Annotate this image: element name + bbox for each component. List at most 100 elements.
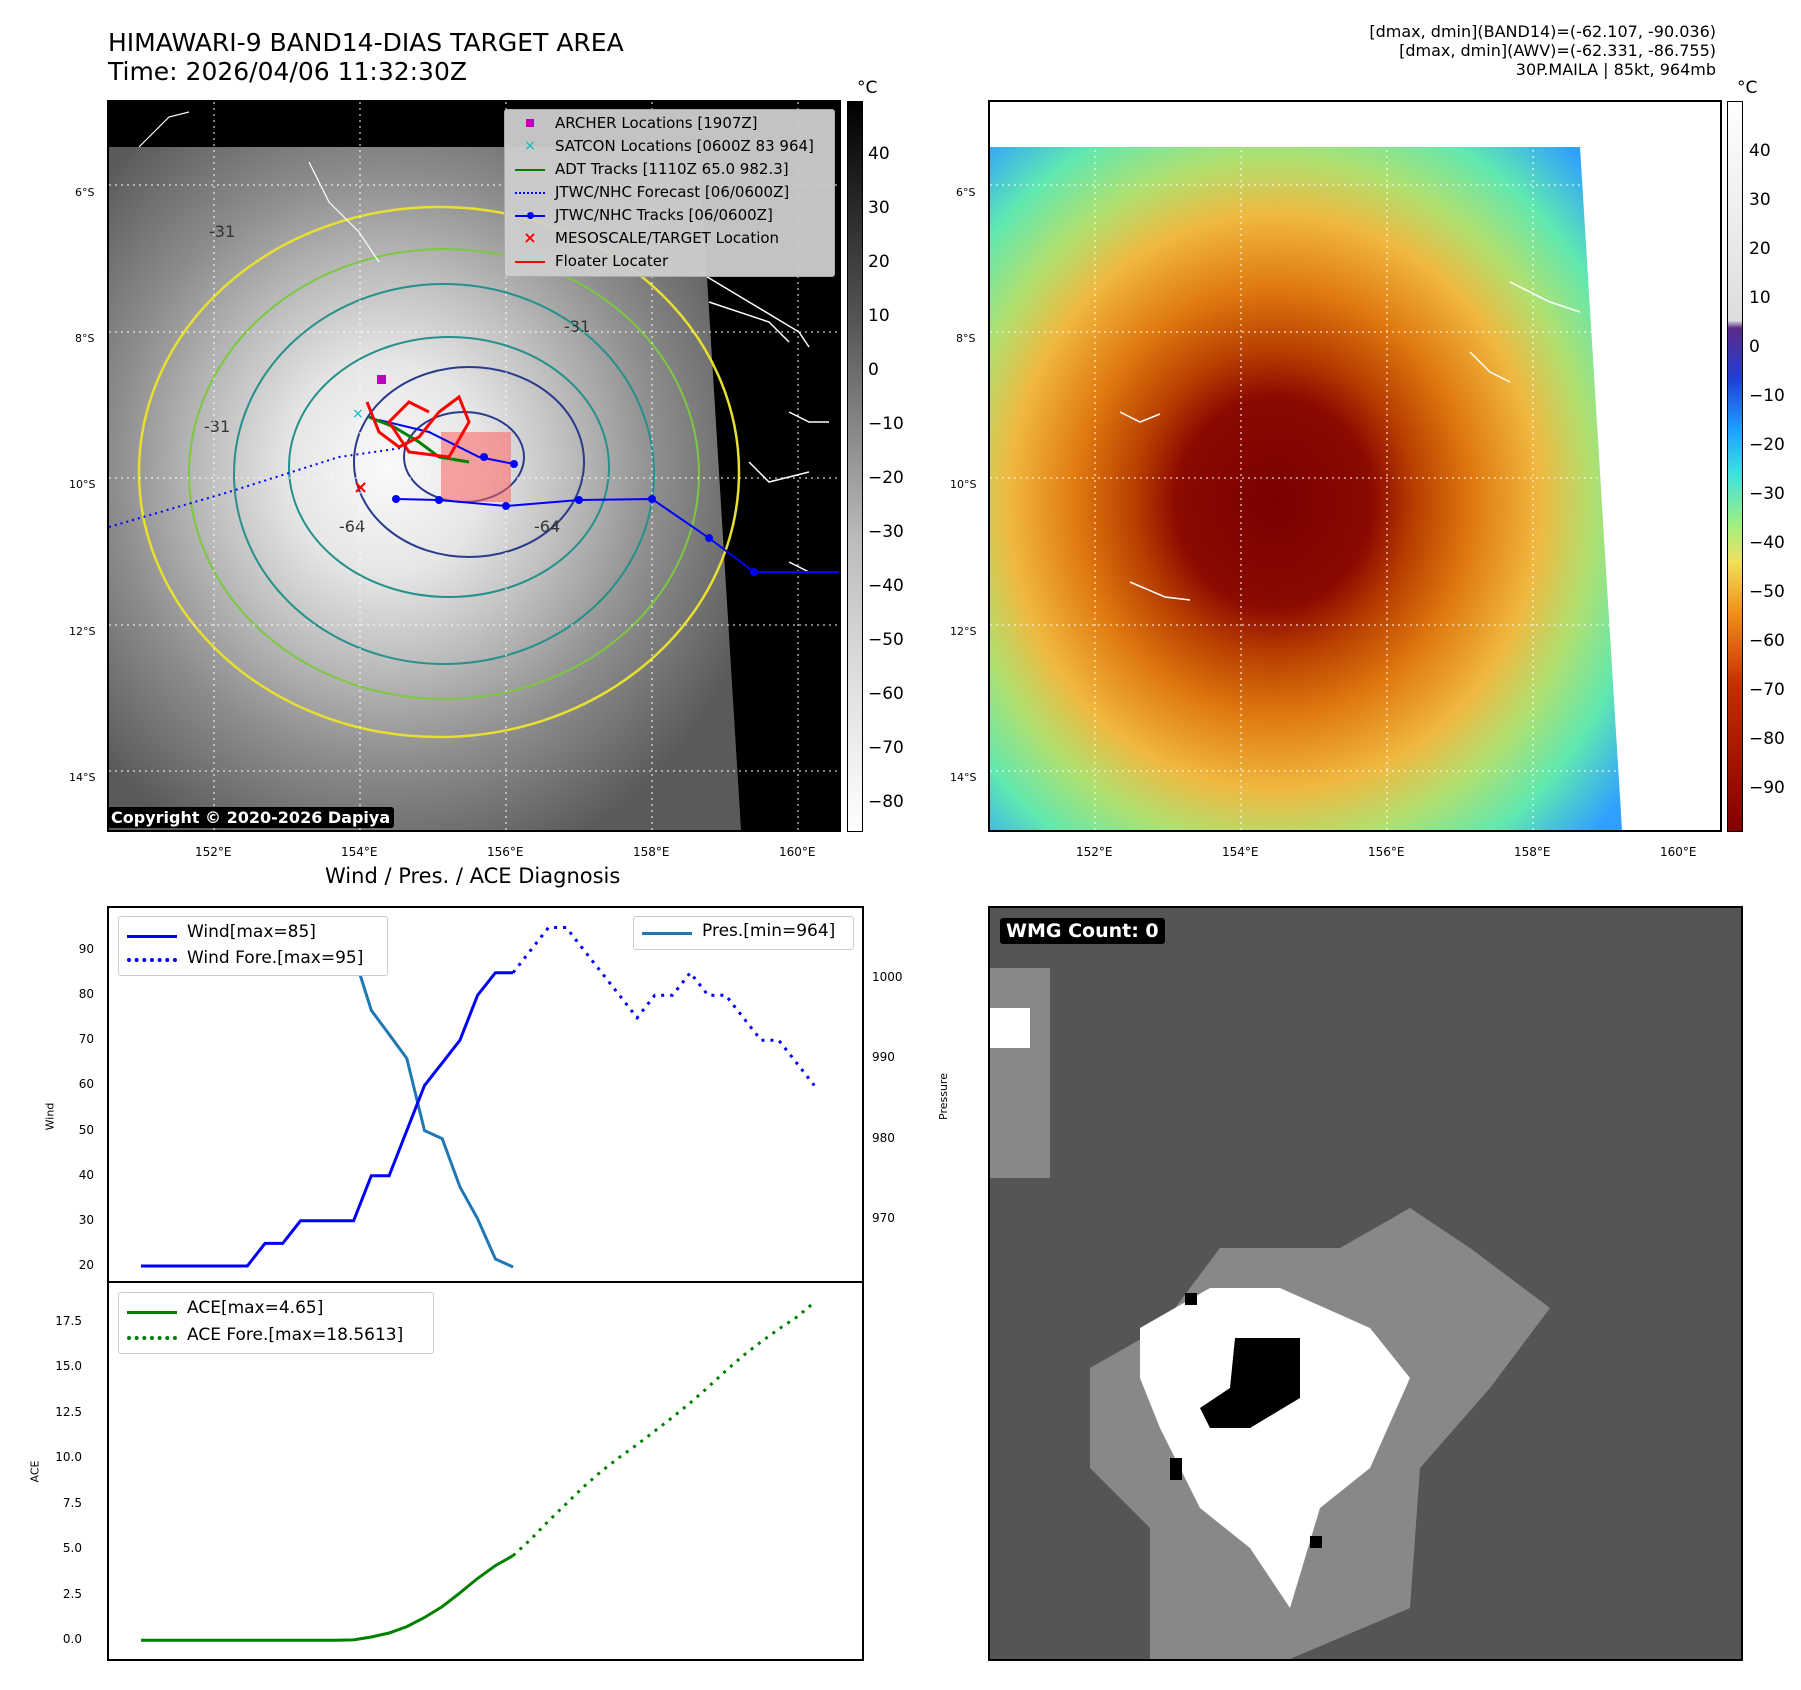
solid-line-icon — [127, 1311, 177, 1314]
lat-label: 12°S — [69, 625, 96, 638]
wmg-pixel-black — [1310, 1536, 1322, 1548]
adt-track-line — [368, 415, 470, 464]
jtwc-track-line — [395, 497, 839, 573]
wind-axis-tick-label: 80 — [78, 987, 94, 1002]
dotted-line-icon — [127, 1336, 177, 1340]
lon-label: 156°E — [487, 845, 524, 859]
lon-label: 152°E — [195, 845, 232, 859]
gray-colorbar-tick-label: −80 — [868, 792, 904, 812]
gray-colorbar-tick-label: 30 — [868, 198, 890, 218]
lat-label: 10°S — [950, 478, 977, 491]
lon-label: 158°E — [1514, 845, 1551, 859]
gray-colorbar-tick-label: −10 — [868, 414, 904, 434]
contour-teal-inner — [288, 336, 610, 598]
wind-fore-legend-label: Wind Fore.[max=95] — [187, 948, 364, 968]
gray-colorbar — [847, 101, 863, 832]
ace-axis-label: ACE — [28, 1460, 42, 1483]
pressure-axis-tick-label: 970 — [872, 1210, 895, 1225]
map-gridlines — [990, 102, 1720, 830]
color-colorbar-tick-label: 0 — [1749, 337, 1760, 357]
gray-colorbar-tick-label: −70 — [868, 738, 904, 758]
lon-label: 156°E — [1368, 845, 1405, 859]
contour-label: -64 — [339, 517, 365, 536]
gray-colorbar-tick-label: −50 — [868, 630, 904, 650]
pressure-legend-label: Pres.[min=964] — [702, 921, 836, 941]
wmg-pixel-black — [1185, 1293, 1197, 1305]
gray-colorbar-tick-label: 0 — [868, 360, 879, 380]
floater-locater-line — [365, 394, 471, 459]
pressure-axis-tick-label: 1000 — [872, 970, 903, 985]
contour-label: -31 — [564, 317, 590, 336]
gray-colorbar-tick-label: −60 — [868, 684, 904, 704]
contour-label: -64 — [534, 517, 560, 536]
wmg-region-white — [990, 1008, 1030, 1048]
ace-axis-tick-label: 15.0 — [55, 1359, 82, 1374]
wmg-region-gray — [990, 968, 1050, 1178]
color-colorbar-tick-label: −70 — [1749, 680, 1785, 700]
lat-label: 6°S — [956, 186, 976, 199]
color-colorbar-tick-label: 40 — [1749, 141, 1771, 161]
color-colorbar-tick-label: 10 — [1749, 288, 1771, 308]
lat-label: 10°S — [69, 478, 96, 491]
contour-navy — [353, 366, 585, 558]
copyright-label: Copyright © 2020-2026 Dapiya — [107, 807, 395, 828]
band14-range: [dmax, dmin](BAND14)=(-62.107, -90.036) — [1369, 22, 1716, 41]
jtwc-track-points — [392, 453, 758, 576]
lon-label: 152°E — [1076, 845, 1113, 859]
wmg-region-white — [1140, 1288, 1410, 1608]
pressure-legend: Pres.[min=964] — [633, 916, 854, 950]
color-colorbar-tick-label: −50 — [1749, 582, 1785, 602]
wind-legend-label: Wind[max=85] — [187, 922, 316, 942]
figure-title-line1: HIMAWARI-9 BAND14-DIAS TARGET AREA — [108, 28, 624, 57]
color-satellite-swath — [990, 147, 1622, 830]
wind-axis-tick-label: 60 — [78, 1077, 94, 1092]
wind-axis-tick-label: 70 — [78, 1032, 94, 1047]
lon-label: 160°E — [1660, 845, 1697, 859]
lon-label: 160°E — [779, 845, 816, 859]
dotted-line-icon — [127, 958, 177, 962]
coastline — [138, 111, 380, 263]
solid-line-icon — [642, 932, 692, 935]
wind-axis-tick-label: 50 — [78, 1122, 94, 1137]
pressure-axis-tick-label: 990 — [872, 1050, 895, 1065]
ace-axis-tick-label: 2.5 — [62, 1586, 82, 1601]
wind-legend: Wind[max=85] Wind Fore.[max=95] — [118, 916, 388, 976]
ace-axis-tick-label: 12.5 — [55, 1404, 82, 1419]
contour-teal — [233, 283, 655, 665]
square-icon — [513, 114, 547, 132]
pressure-axis-tick-label: 980 — [872, 1130, 895, 1145]
cross-icon: × — [523, 228, 537, 247]
gray-colorbar-tick-label: 10 — [868, 306, 890, 326]
ace-legend-label: ACE[max=4.65] — [187, 1298, 324, 1318]
color-colorbar-tick-label: 20 — [1749, 239, 1771, 259]
forecast-series-line — [512, 1301, 816, 1557]
wind-axis-tick-label: 40 — [78, 1167, 94, 1182]
lon-label: 154°E — [341, 845, 378, 859]
colorbar-unit: °C — [1737, 78, 1758, 98]
color-colorbar-tick-label: −20 — [1749, 435, 1785, 455]
ir-map-svg: -31 -64 -31 -31 -64 — [109, 102, 839, 830]
ir-map-panel: -31 -64 -31 -31 -64 — [107, 100, 841, 832]
line-dot-icon — [513, 206, 547, 224]
ace-axis-tick-label: 0.0 — [62, 1632, 82, 1647]
lon-label: 154°E — [1222, 845, 1259, 859]
map-legend: ARCHER Locations [1907Z] × SATCON Locati… — [504, 109, 835, 277]
contour-label: -31 — [209, 222, 235, 241]
cross-icon: × — [524, 138, 536, 154]
line-icon — [513, 160, 547, 178]
outer-cloud-contour — [137, 205, 741, 739]
satellite-swath — [109, 147, 741, 830]
contour-label: -31 — [204, 417, 230, 436]
figure-title: HIMAWARI-9 BAND14-DIAS TARGET AREA Time:… — [108, 28, 624, 86]
storm-info: 30P.MAILA | 85kt, 964mb — [1515, 60, 1716, 79]
color-colorbar-tick-label: 30 — [1749, 190, 1771, 210]
wind-axis-label: Wind — [43, 1102, 57, 1131]
lat-label: 14°S — [69, 771, 96, 784]
ace-axis-tick-label: 17.5 — [55, 1313, 82, 1328]
color-ir-map-panel — [988, 100, 1722, 832]
gray-colorbar-tick-label: 20 — [868, 252, 890, 272]
ace-panel: ACE[max=4.65] ACE Fore.[max=18.5613] — [107, 1281, 864, 1661]
awv-range: [dmax, dmin](AWV)=(-62.331, -86.755) — [1399, 41, 1716, 60]
lat-label: 8°S — [956, 332, 976, 345]
lat-label: 6°S — [75, 186, 95, 199]
